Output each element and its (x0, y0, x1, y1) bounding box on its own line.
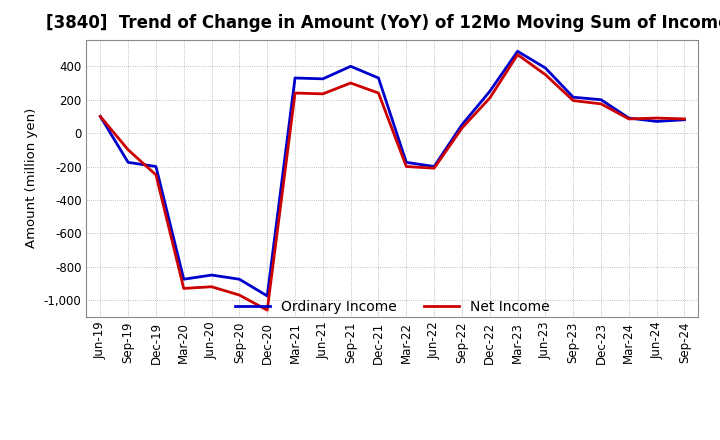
Net Income (291, 90, 300, 95)
Net Income (485, 95, 494, 101)
Ordinary Income (374, 75, 383, 81)
Net Income (96, 114, 104, 119)
Ordinary Income (179, 277, 188, 282)
Ordinary Income (124, 160, 132, 165)
Net Income (624, 116, 633, 121)
Net Income (263, 308, 271, 313)
Ordinary Income (458, 122, 467, 128)
Net Income (513, 52, 522, 57)
Line: Ordinary Income: Ordinary Income (100, 51, 685, 296)
Ordinary Income (485, 89, 494, 94)
Y-axis label: Amount (million yen): Amount (million yen) (25, 108, 38, 248)
Net Income (346, 81, 355, 86)
Ordinary Income (597, 97, 606, 103)
Net Income (179, 286, 188, 291)
Title: [3840]  Trend of Change in Amount (YoY) of 12Mo Moving Sum of Incomes: [3840] Trend of Change in Amount (YoY) o… (45, 15, 720, 33)
Ordinary Income (513, 49, 522, 54)
Net Income (458, 125, 467, 131)
Net Income (207, 284, 216, 290)
Net Income (597, 101, 606, 106)
Net Income (569, 98, 577, 103)
Ordinary Income (346, 64, 355, 69)
Ordinary Income (402, 160, 410, 165)
Net Income (374, 90, 383, 95)
Ordinary Income (291, 75, 300, 81)
Ordinary Income (624, 115, 633, 121)
Net Income (235, 293, 243, 298)
Net Income (318, 91, 327, 96)
Ordinary Income (235, 277, 243, 282)
Ordinary Income (96, 114, 104, 119)
Ordinary Income (430, 164, 438, 169)
Ordinary Income (263, 293, 271, 299)
Net Income (124, 147, 132, 152)
Ordinary Income (207, 272, 216, 278)
Net Income (430, 165, 438, 171)
Legend: Ordinary Income, Net Income: Ordinary Income, Net Income (230, 294, 555, 319)
Ordinary Income (152, 164, 161, 169)
Ordinary Income (680, 117, 689, 122)
Ordinary Income (541, 66, 550, 71)
Net Income (541, 72, 550, 77)
Net Income (402, 164, 410, 169)
Ordinary Income (318, 76, 327, 81)
Ordinary Income (569, 95, 577, 100)
Ordinary Income (652, 119, 661, 124)
Net Income (152, 172, 161, 177)
Net Income (652, 115, 661, 121)
Line: Net Income: Net Income (100, 55, 685, 310)
Net Income (680, 116, 689, 121)
